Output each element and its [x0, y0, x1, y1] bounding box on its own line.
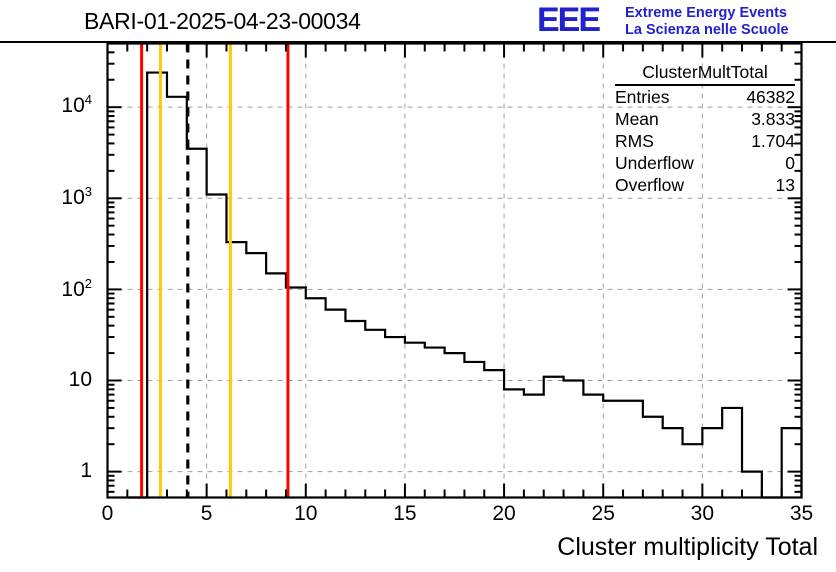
stats-row: Mean 3.833 — [615, 108, 795, 130]
stats-row-key: Overflow — [615, 175, 685, 195]
stats-row: Underflow 0 — [615, 152, 795, 174]
x-axis-title: Cluster multiplicity Total — [557, 533, 818, 561]
threshold-markers — [140, 43, 290, 498]
histogram-outline — [127, 71, 803, 499]
stats-box-rows: Entries 46382 Mean 3.833 RMS 1.704 Underflow 0 O… — [615, 86, 795, 196]
x-tick-label-30: 30 — [690, 502, 715, 525]
page-title: BARI-01-2025-04-23-00034 — [84, 8, 361, 34]
stats-row: Entries 46382 — [615, 86, 795, 108]
y-tick-label-1: 1 — [80, 459, 92, 482]
x-tick-label-10: 10 — [294, 502, 318, 525]
stats-box-title: ClusterMultTotal — [615, 62, 795, 86]
stats-row-value: 46382 — [746, 87, 795, 107]
plot-frame — [106, 42, 803, 499]
y-tick-label-10: 10 — [68, 368, 92, 391]
eee-logo-tagline-2: La Scienza nelle Scuole — [625, 22, 789, 38]
y-tick-label-1000: 103 — [61, 184, 92, 209]
y-tick-label-100: 102 — [61, 276, 92, 301]
x-tick-label-15: 15 — [393, 502, 417, 525]
header-divider — [0, 41, 836, 43]
stats-row-key: Underflow — [615, 153, 694, 173]
x-tick-label-20: 20 — [492, 502, 516, 525]
stats-row-key: Mean — [615, 109, 659, 129]
stats-row-key: RMS — [615, 131, 654, 151]
stats-row: Overflow 13 — [615, 174, 795, 196]
x-tick-label-35: 35 — [789, 502, 814, 525]
eee-logo: EEE Extreme Energy Events La Scienza nel… — [0, 1, 836, 43]
x-tick-label-25: 25 — [591, 502, 615, 525]
x-tick-label-0: 0 — [101, 502, 114, 525]
eee-logo-tagline-1: Extreme Energy Events — [625, 5, 787, 21]
stats-row-value: 1.704 — [751, 131, 795, 151]
stats-row: RMS 1.704 — [615, 130, 795, 152]
stats-row-value: 13 — [775, 175, 795, 195]
stats-row-key: Entries — [615, 87, 670, 107]
stats-box: ClusterMultTotal Entries 46382 Mean 3.833 RM… — [615, 62, 795, 196]
stats-row-value: 3.833 — [751, 109, 795, 129]
stats-row-value: 0 — [785, 153, 795, 173]
y-tick-label-10000: 104 — [61, 92, 92, 117]
x-tick-label-5: 5 — [200, 502, 213, 525]
eee-logo-mark: EEE — [537, 1, 601, 39]
